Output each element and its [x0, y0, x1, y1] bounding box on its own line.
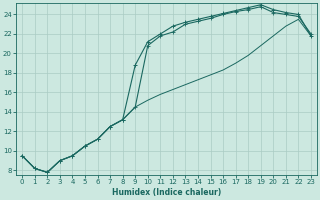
X-axis label: Humidex (Indice chaleur): Humidex (Indice chaleur) [112, 188, 221, 197]
